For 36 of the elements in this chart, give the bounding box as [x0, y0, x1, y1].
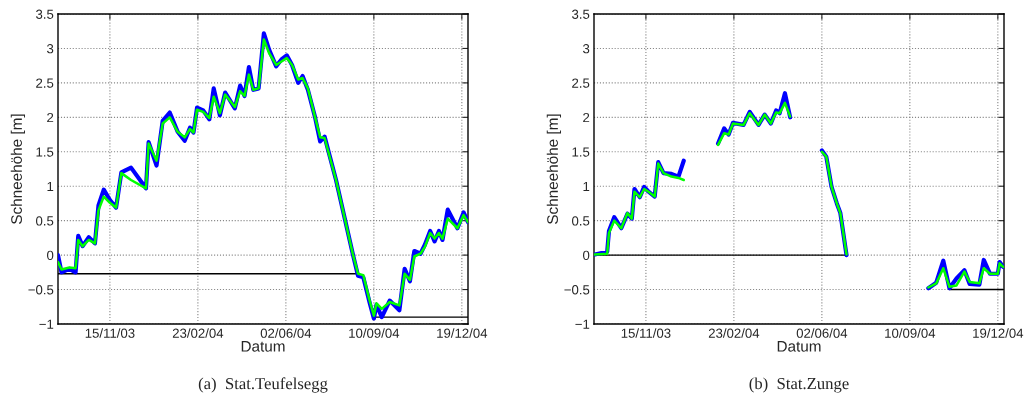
- y-tick-label: 3: [583, 44, 590, 54]
- x-tick-label: 02/06/04: [260, 328, 312, 338]
- y-axis-title: Schneehöhe [m]: [546, 114, 562, 224]
- x-axis-title: Datum: [777, 341, 821, 352]
- y-tick-label: 1.5: [36, 147, 54, 157]
- x-tick-label: 15/11/03: [621, 328, 671, 338]
- y-axis-title: Schneehöhe [m]: [10, 114, 26, 224]
- text: (a) Stat.Teufelsegg: [198, 377, 328, 393]
- y-tick-label: −0.5: [564, 285, 590, 295]
- x-tick-label: 10/09/04: [885, 328, 936, 338]
- y-tick-label: 3.5: [572, 9, 590, 19]
- y-tick-label: 2: [583, 112, 590, 123]
- y-tick-label: 0.5: [572, 216, 590, 226]
- x-tick-label: 15/11/03: [85, 328, 135, 338]
- x-tick-label: 23/02/04: [172, 328, 224, 338]
- y-tick-label: 2: [47, 112, 54, 123]
- y-tick-label: −1: [575, 319, 590, 329]
- y-tick-label: −0.5: [28, 285, 54, 295]
- x-tick-label: 23/02/04: [708, 328, 760, 338]
- x-tick-label: 10/09/04: [349, 328, 400, 338]
- y-tick-label: 3: [47, 44, 54, 54]
- x-tick-label: 19/12/04: [437, 328, 488, 338]
- y-tick-label: 1: [47, 181, 54, 191]
- y-tick-label: 1.5: [572, 147, 590, 157]
- x-tick-label: 19/12/04: [973, 328, 1024, 338]
- y-tick-label: 0: [583, 250, 590, 261]
- x-axis-title: Datum: [241, 341, 285, 352]
- x-tick-label: 02/06/04: [796, 328, 848, 338]
- y-tick-label: −1: [39, 319, 54, 329]
- y-tick-label: 2.5: [572, 78, 590, 88]
- y-tick-label: 1: [583, 181, 590, 191]
- y-tick-label: 0.5: [36, 216, 54, 226]
- y-tick-label: 3.5: [36, 9, 54, 19]
- y-tick-label: 2.5: [36, 78, 54, 88]
- text: (b) Stat.Zunge: [749, 377, 849, 393]
- y-tick-label: 0: [47, 250, 54, 261]
